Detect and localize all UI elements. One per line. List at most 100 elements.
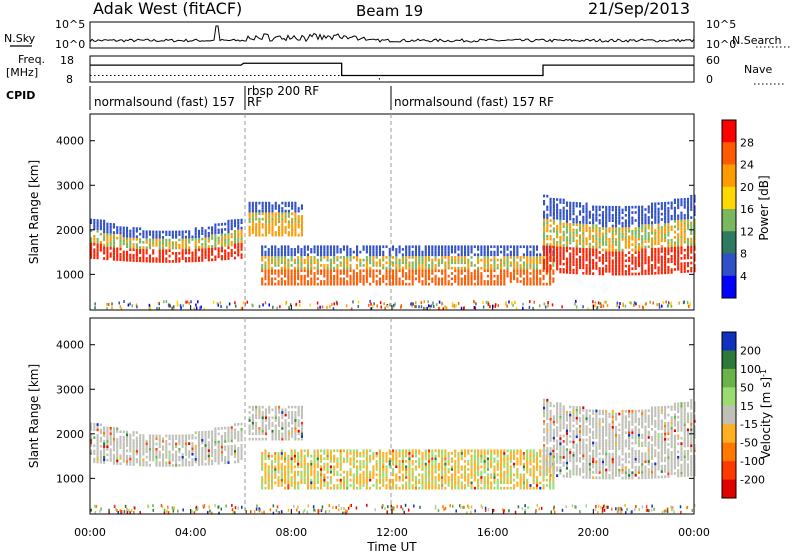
echo-cell — [339, 481, 342, 485]
echo-cell — [271, 212, 274, 216]
echo-cell — [667, 201, 670, 205]
echo-cell — [608, 237, 611, 241]
echo-cell — [135, 458, 138, 461]
echo-cell — [240, 240, 243, 243]
echo-cell — [418, 256, 421, 259]
echo-cell — [280, 269, 283, 273]
echo-cell — [506, 266, 509, 270]
echo-cell — [686, 205, 690, 209]
echo-cell — [293, 481, 296, 485]
echo-cell — [356, 277, 359, 281]
echo-cell — [690, 226, 693, 230]
echo-cell — [421, 280, 424, 283]
echo-cell — [284, 421, 287, 425]
echo-cell — [99, 246, 102, 249]
echo-cell — [483, 476, 486, 479]
echo-cell — [369, 454, 372, 458]
echo-cell — [112, 225, 116, 229]
echo-cell — [158, 254, 161, 258]
echo-cell — [287, 429, 290, 433]
echo-cell — [207, 454, 210, 458]
echo-cell — [605, 224, 608, 228]
echo-cell — [352, 274, 355, 278]
echo-cell — [290, 457, 293, 461]
echo-cell — [486, 476, 489, 479]
echo-cell — [258, 413, 261, 417]
echo-cell — [480, 258, 483, 262]
echo-cell — [287, 225, 290, 229]
echo-cell — [519, 460, 522, 463]
velocity-scatter-data — [90, 398, 696, 515]
echo-cell — [237, 460, 240, 464]
echo-cell — [650, 272, 654, 275]
echo-cell — [421, 468, 424, 471]
echo-cell — [207, 250, 210, 254]
echo-cell — [654, 231, 657, 235]
echo-cell — [631, 211, 634, 214]
echo-cell — [503, 460, 506, 463]
echo-cell — [158, 260, 161, 263]
echo-cell — [287, 421, 290, 425]
echo-cell — [204, 430, 207, 434]
echo-cell — [365, 478, 368, 482]
ground-speckle — [437, 307, 440, 311]
echo-cell — [352, 256, 355, 259]
echo-cell — [255, 212, 258, 216]
echo-cell — [444, 266, 447, 270]
echo-cell — [300, 233, 303, 237]
echo-cell — [618, 230, 621, 233]
echo-cell — [274, 408, 277, 412]
echo-cell — [680, 251, 683, 255]
echo-cell — [346, 454, 349, 458]
echo-cell — [280, 470, 283, 474]
echo-cell — [543, 468, 546, 471]
echo-cell — [493, 470, 496, 474]
echo-cell — [549, 433, 552, 437]
echo-cell — [224, 238, 227, 242]
echo-cell — [284, 280, 287, 283]
echo-cell — [644, 229, 647, 233]
echo-cell — [454, 248, 457, 251]
echo-cell — [516, 449, 519, 453]
echo-cell — [90, 428, 93, 431]
echo-cell — [395, 277, 398, 281]
echo-cell — [588, 264, 591, 267]
ground-speckle — [429, 306, 431, 310]
ground-speckle — [414, 305, 416, 309]
echo-cell — [582, 229, 585, 232]
echo-cell — [493, 476, 496, 479]
echo-cell — [513, 462, 516, 466]
echo-cell — [572, 239, 575, 242]
echo-cell — [582, 242, 585, 246]
echo-cell — [220, 233, 223, 237]
echo-cell — [109, 225, 112, 229]
echo-cell — [112, 453, 116, 457]
ground-speckle — [682, 301, 685, 305]
echo-cell — [664, 220, 667, 224]
echo-cell — [680, 270, 683, 274]
echo-cell — [654, 210, 657, 214]
echo-cell — [562, 236, 565, 239]
echo-cell — [369, 457, 372, 461]
echo-cell — [543, 465, 546, 469]
echo-cell — [145, 233, 148, 236]
echo-cell — [556, 267, 559, 271]
ground-speckle — [451, 301, 454, 305]
echo-cell — [320, 486, 323, 490]
echo-cell — [264, 233, 268, 237]
echo-cell — [112, 255, 116, 258]
echo-cell — [486, 261, 489, 265]
echo-cell — [300, 220, 303, 224]
echo-cell — [667, 209, 670, 213]
echo-cell — [158, 244, 161, 247]
echo-cell — [251, 408, 254, 412]
echo-cell — [132, 235, 135, 238]
echo-cell — [329, 266, 332, 270]
echo-cell — [142, 436, 145, 440]
echo-cell — [480, 280, 483, 283]
echo-cell — [457, 277, 460, 281]
echo-cell — [493, 280, 496, 283]
echo-cell — [342, 481, 346, 485]
echo-cell — [562, 254, 565, 258]
echo-cell — [664, 255, 667, 259]
